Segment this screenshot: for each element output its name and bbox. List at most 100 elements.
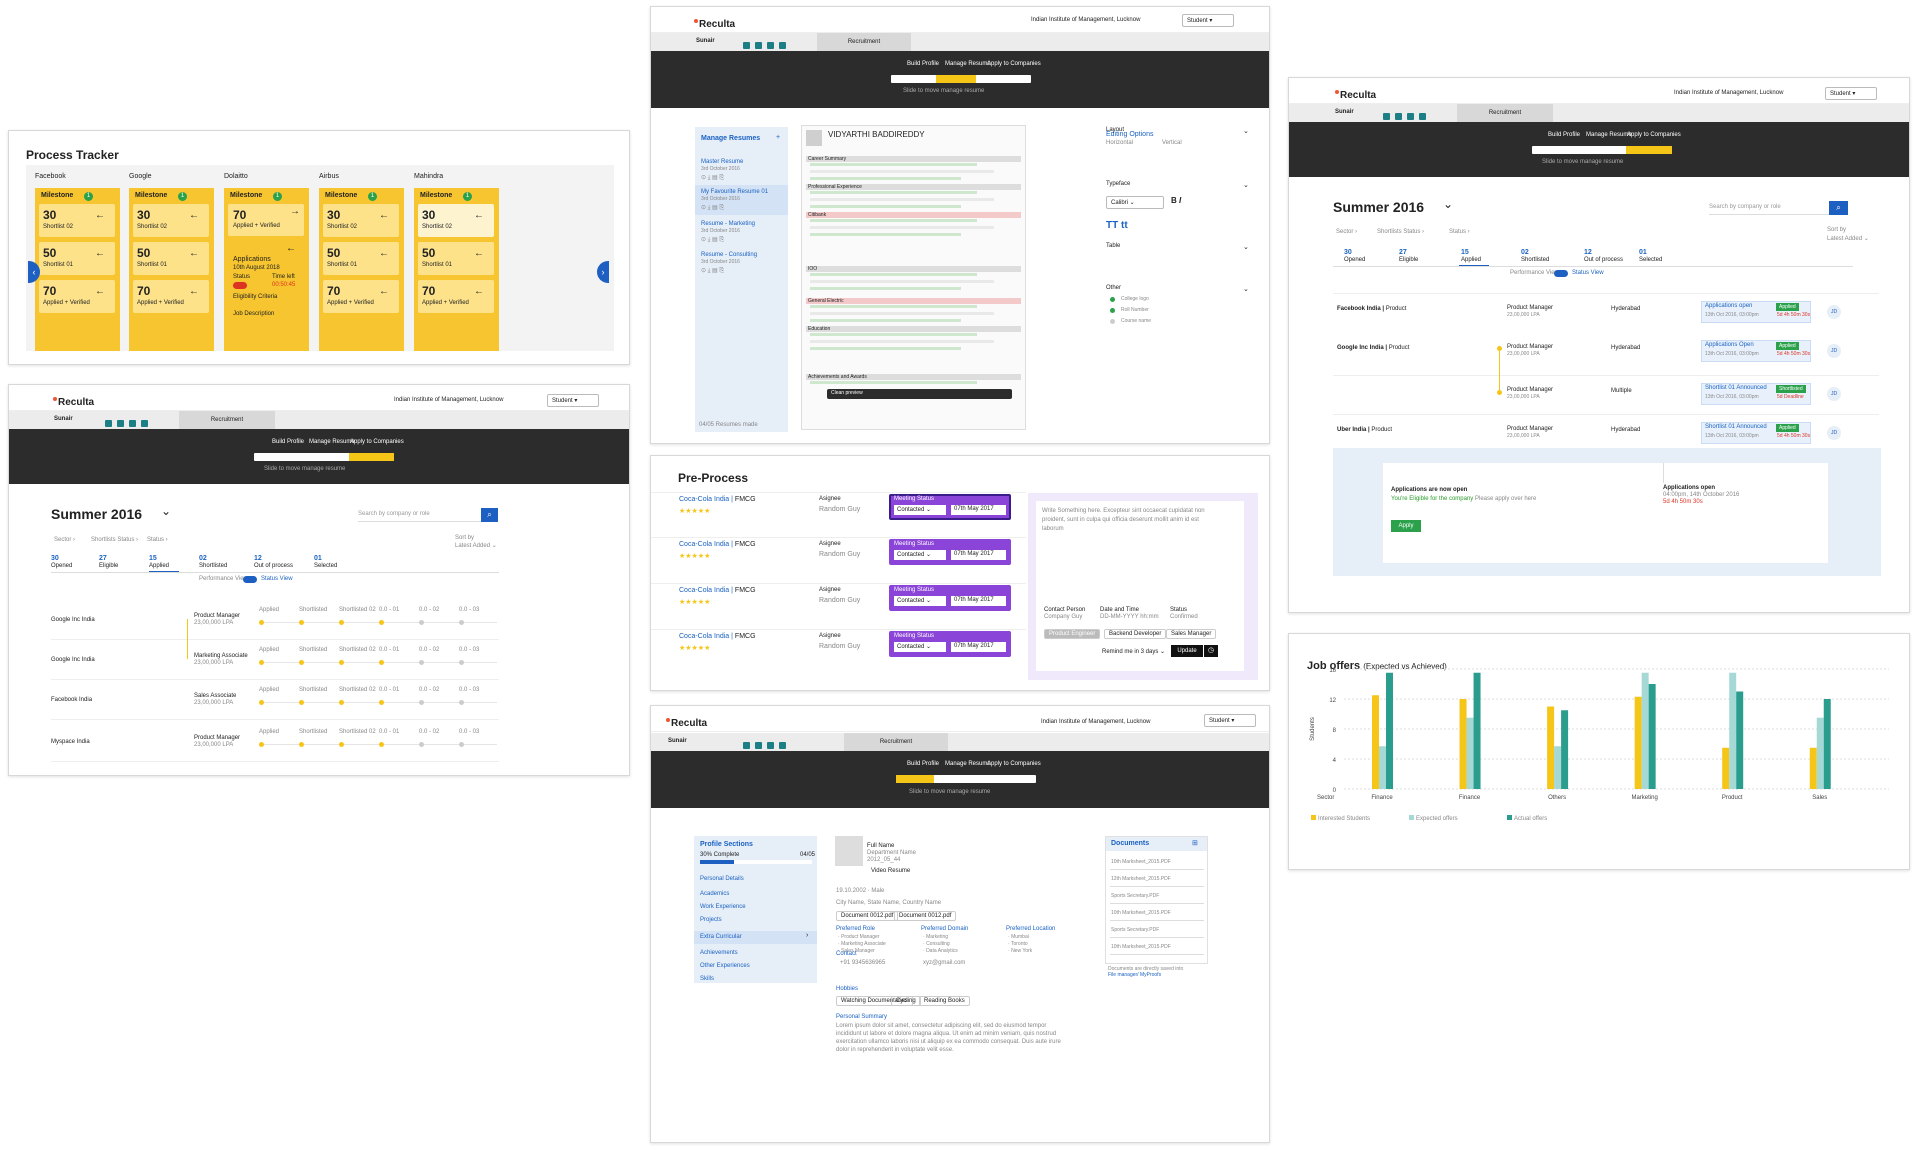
tab-recruitment[interactable]: Recruitment (844, 733, 948, 751)
stage-card[interactable] (39, 204, 115, 237)
jd-button[interactable]: JD (1827, 426, 1841, 440)
step-build[interactable]: Build Profile (907, 61, 940, 67)
star-rating-icon[interactable]: ★★★★★ (679, 553, 711, 560)
folder-icon[interactable] (743, 42, 750, 50)
stage-card[interactable] (418, 280, 494, 313)
arrow-left-icon[interactable]: ← (474, 210, 484, 221)
resume-actions[interactable]: ⊙ ⤓ ▤ ⎘ (701, 175, 725, 181)
resume-item[interactable]: My Favourite Resume 01 (701, 189, 769, 195)
video-resume-link[interactable]: Video Resume (871, 868, 911, 874)
company-name[interactable]: Google Inc India | Product (1337, 345, 1410, 351)
status-view-label[interactable]: Status View (1572, 270, 1604, 276)
stage-card[interactable] (39, 280, 115, 313)
section-title[interactable]: Education (808, 326, 831, 332)
step-build[interactable]: Build Profile (1548, 132, 1581, 138)
chip-backend-developer[interactable]: Backend Developer (1104, 629, 1167, 639)
stage-card[interactable] (418, 242, 494, 275)
sort-select[interactable]: Latest Added ⌄ (1827, 236, 1869, 242)
doc-chip-1[interactable]: Document 0012.pdf (836, 911, 899, 921)
calendar-icon[interactable] (755, 42, 762, 50)
filter-sector[interactable]: Sector › (54, 537, 76, 543)
resume-actions[interactable]: ⊙ ⤓ ▤ ⎘ (701, 237, 725, 243)
filter-sector[interactable]: Sector › (1336, 229, 1358, 235)
arrow-left-icon[interactable]: ← (474, 248, 484, 259)
company-name[interactable]: Coca-Cola India | FMCG (679, 587, 756, 594)
arrow-left-icon[interactable]: ← (189, 248, 199, 259)
company-name[interactable]: Uber India | Product (1337, 427, 1393, 433)
sidebar-item[interactable]: Other Experiences (700, 963, 750, 969)
filter-status[interactable]: Status › (1449, 229, 1470, 235)
stat-label[interactable]: Eligible (99, 563, 119, 569)
text-size-icon[interactable]: TT tt (1106, 220, 1128, 231)
stat-label[interactable]: Selected (314, 563, 338, 569)
company-name[interactable]: Facebook India | Product (1337, 306, 1407, 312)
arrow-left-icon[interactable]: ← (379, 248, 389, 259)
chip-product-engineer[interactable]: Product Engineer (1044, 629, 1101, 639)
sidebar-item[interactable]: Work Experience (700, 904, 746, 910)
add-document-icon[interactable]: ⊞ (1192, 840, 1198, 847)
performance-view-label[interactable]: Performance View (199, 576, 248, 582)
jd-button[interactable]: JD (1827, 344, 1841, 358)
performance-view-label[interactable]: Performance View (1510, 270, 1559, 276)
company-name[interactable]: Myspace India (51, 739, 90, 745)
section-title[interactable]: Citibank (808, 212, 827, 218)
stage-card[interactable] (39, 242, 115, 275)
option-radio[interactable] (1110, 297, 1115, 302)
sidebar-item[interactable]: Extra Curricular (700, 934, 742, 940)
stat-count[interactable]: 02 (1521, 249, 1529, 256)
step-manage[interactable]: Manage Resume (309, 439, 355, 445)
step-apply[interactable]: Apply to Companies (987, 761, 1041, 767)
resume-actions[interactable]: ⊙ ⤓ ▤ ⎘ (701, 268, 725, 274)
stage-card[interactable] (323, 280, 399, 313)
stage-card[interactable] (133, 242, 209, 275)
stat-label[interactable]: Eligible (1399, 257, 1419, 263)
view-toggle[interactable] (243, 576, 257, 583)
sidebar-item[interactable]: Achievements (700, 950, 738, 956)
stage-card[interactable] (228, 204, 304, 236)
font-select[interactable]: Calibri ⌄ (1106, 196, 1164, 209)
stat-count[interactable]: 15 (1461, 249, 1469, 256)
update-button[interactable]: Update (1171, 645, 1203, 657)
filter-shortlist[interactable]: Shortlists Status › (1377, 229, 1425, 235)
arrow-left-icon[interactable]: ← (189, 286, 199, 297)
send-icon[interactable] (779, 42, 786, 50)
option-group[interactable]: Typeface (1106, 181, 1131, 187)
stat-label[interactable]: Shortlisted (1521, 257, 1550, 263)
step-manage[interactable]: Manage Resume (945, 761, 991, 767)
search-icon[interactable]: ⌕ (481, 508, 498, 522)
stat-label[interactable]: Shortlisted (199, 563, 228, 569)
stat-count[interactable]: 30 (51, 555, 59, 562)
search-icon[interactable]: ⌕ (1829, 201, 1848, 215)
job-description-link[interactable]: Job Description (233, 311, 275, 317)
chat-icon[interactable] (767, 42, 774, 50)
next-arrow-icon[interactable]: › (597, 261, 609, 283)
tab-recruitment[interactable]: Recruitment (1457, 104, 1553, 122)
stat-label[interactable]: Opened (51, 563, 73, 569)
company-name[interactable]: Facebook India (51, 697, 93, 703)
chevron-down-icon[interactable]: ⌄ (1243, 286, 1249, 293)
hobby-chip[interactable]: Reading Books (919, 996, 970, 1006)
apply-button[interactable]: Apply (1391, 520, 1421, 532)
stat-count[interactable]: 27 (1399, 249, 1407, 256)
meeting-date[interactable]: 07th May 2017 (951, 550, 1006, 560)
step-build[interactable]: Build Profile (907, 761, 940, 767)
assignee-name[interactable]: Random Guy (819, 643, 861, 650)
arrow-right-icon[interactable]: → (290, 206, 300, 217)
stat-label[interactable]: Opened (1344, 257, 1366, 263)
option-group[interactable]: Table (1106, 243, 1121, 249)
view-toggle[interactable] (1554, 270, 1568, 277)
arrow-left-icon[interactable]: ← (95, 210, 105, 221)
chevron-down-icon[interactable]: ⌄ (1243, 128, 1249, 135)
chip-sales-manager[interactable]: Sales Manager (1166, 629, 1217, 639)
document-item[interactable]: 10th Marksheet_2015.PDF (1111, 859, 1171, 865)
section-title[interactable]: Achievements and Awards (808, 374, 867, 380)
meeting-date[interactable]: 07th May 2017 (951, 642, 1006, 652)
calendar-icon[interactable] (117, 420, 124, 428)
stat-count[interactable]: 12 (1584, 249, 1592, 256)
stat-count[interactable]: 15 (149, 555, 157, 562)
step-build[interactable]: Build Profile (272, 439, 305, 445)
sidebar-item[interactable]: Personal Details (700, 876, 744, 882)
meeting-status-select[interactable]: Contacted ⌄ (894, 596, 946, 606)
meeting-status-select[interactable]: Contacted ⌄ (894, 642, 946, 652)
step-track[interactable] (896, 775, 1036, 783)
